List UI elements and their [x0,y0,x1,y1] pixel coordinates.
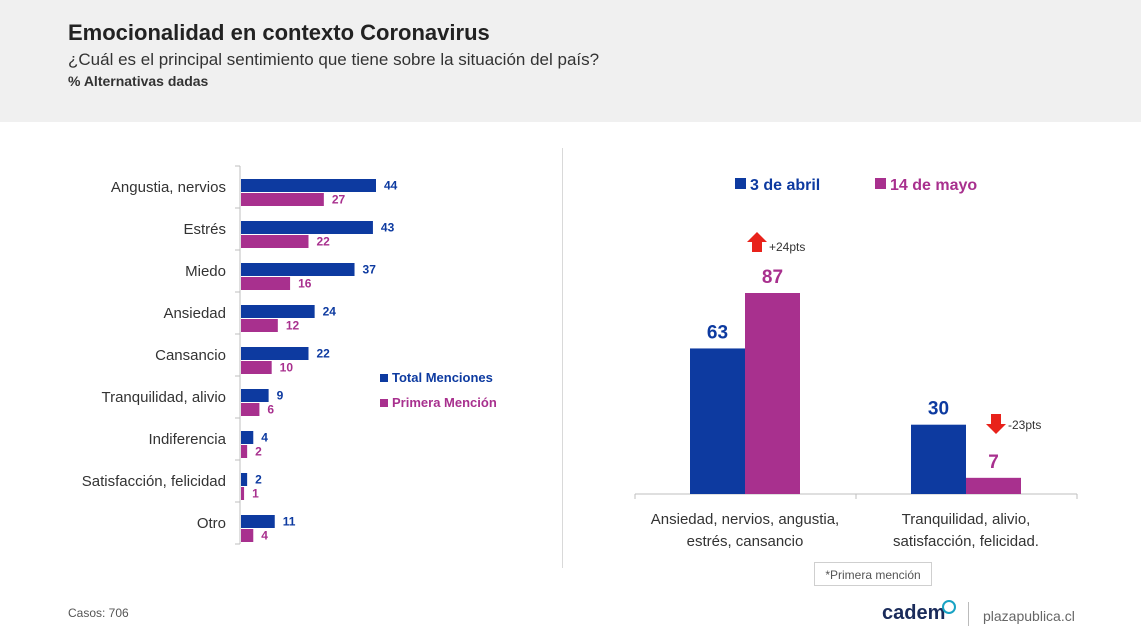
category-label: Ansiedad, nervios, angustia, [651,511,839,528]
bar-value-label: 87 [762,267,783,288]
bar-value-label: 37 [363,263,377,277]
bar-value-label: 63 [707,322,728,343]
bar-value-label: 11 [283,515,296,529]
bar-value-label: 27 [332,193,346,207]
panel-divider [562,148,563,568]
annotation-label: -23pts [1008,418,1041,432]
legend-label: 14 de mayo [890,177,977,194]
bar-value-label: 6 [267,403,274,417]
bar-value-label: 4 [261,431,268,445]
legend-swatch [380,374,388,382]
bar-value-label: 22 [317,235,331,249]
category-label: Miedo [185,263,226,280]
bar-total [241,515,275,528]
bar-14-mayo [966,477,1021,494]
bar-total [241,347,309,360]
legend-swatch [380,399,388,407]
category-label: Cansancio [155,347,226,364]
page-note: % Alternativas dadas [68,73,209,89]
bar-value-label: 2 [255,473,262,487]
bar-primera [241,445,248,458]
arrow-down-icon [986,414,1006,434]
bar-value-label: 1 [252,487,259,501]
bar-value-label: 9 [277,389,284,403]
category-label: estrés, cansancio [687,533,804,550]
site-label: plazapublica.cl [983,608,1075,624]
bar-value-label: 43 [381,221,395,235]
legend-label: Total Menciones [392,370,493,385]
bar-value-label: 7 [988,452,999,473]
category-label: Angustia, nervios [111,179,226,196]
bar-3-abril [690,348,745,494]
bar-value-label: 10 [280,361,294,375]
bar-primera [241,403,260,416]
bar-total [241,389,269,402]
arrow-up-icon [747,232,767,252]
footnote-box: *Primera mención [814,562,932,586]
chart-right: 63 87 Ansiedad, nervios, angustia, estrés, … [634,177,1078,550]
cases-label: Casos: 706 [68,606,129,620]
bar-total [241,263,355,276]
brand-dot-icon [942,600,956,614]
legend-swatch [875,178,886,189]
bar-total [241,179,376,192]
bar-value-label: 12 [286,319,300,333]
bar-primera [241,361,272,374]
category-label: Satisfacción, felicidad [82,473,226,490]
bar-value-label: 4 [261,529,268,543]
category-label: Otro [197,515,226,532]
bar-primera [241,193,324,206]
category-label: Ansiedad [163,305,226,322]
category-label: satisfacción, felicidad. [893,533,1039,550]
bar-14-mayo [745,293,800,494]
page-title: Emocionalidad en contexto Coronavirus [68,20,490,45]
bar-primera [241,235,309,248]
legend-label: Primera Mención [392,395,497,410]
bar-value-label: 24 [323,305,337,319]
bar-total [241,431,254,444]
bar-total [241,305,315,318]
bar-value-label: 2 [255,445,262,459]
bar-primera [241,487,245,500]
header-band: Emocionalidad en contexto Coronavirus ¿C… [0,0,1141,122]
annotation-label: +24pts [769,240,805,254]
category-label: Indiferencia [148,431,226,448]
brand-logo: cadem [882,602,946,624]
bar-total [241,473,248,486]
footer-separator [968,602,969,626]
legend-label: 3 de abril [750,177,820,194]
bar-primera [241,319,278,332]
page-subtitle: ¿Cuál es el principal sentimiento que ti… [68,50,600,69]
bar-3-abril [911,424,966,494]
bar-primera [241,529,254,542]
bar-total [241,221,373,234]
category-label: Estrés [183,221,226,238]
bar-value-label: 44 [384,179,398,193]
category-label: Tranquilidad, alivio [101,389,226,406]
bar-value-label: 30 [928,399,949,420]
legend-swatch [735,178,746,189]
category-label: Tranquilidad, alivio, [902,511,1031,528]
bar-primera [241,277,291,290]
bar-value-label: 16 [298,277,312,291]
bar-value-label: 22 [317,347,331,361]
